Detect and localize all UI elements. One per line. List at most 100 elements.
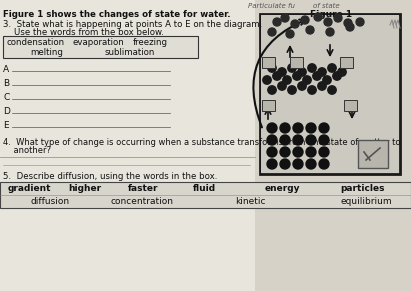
Text: freezing: freezing: [133, 38, 168, 47]
Circle shape: [267, 147, 277, 157]
Circle shape: [293, 72, 301, 80]
Text: melting: melting: [30, 48, 63, 57]
Circle shape: [280, 147, 290, 157]
Text: E: E: [265, 58, 270, 67]
Text: Figure 1 shows the changes of state for water.: Figure 1 shows the changes of state for …: [3, 10, 231, 19]
Circle shape: [319, 159, 329, 169]
Text: 4.  What type of change is occurring when a substance transforms from one state : 4. What type of change is occurring when…: [3, 138, 400, 147]
Text: sublimation: sublimation: [105, 48, 155, 57]
Circle shape: [306, 135, 316, 145]
Text: equilibrium: equilibrium: [340, 197, 392, 206]
Circle shape: [286, 30, 294, 38]
Bar: [290, 57, 303, 68]
Circle shape: [318, 82, 326, 90]
Circle shape: [306, 123, 316, 133]
Circle shape: [319, 123, 329, 133]
Circle shape: [283, 76, 291, 84]
Circle shape: [303, 76, 311, 84]
Circle shape: [288, 86, 296, 94]
Circle shape: [301, 16, 309, 24]
Circle shape: [298, 68, 306, 76]
Text: A: A: [293, 58, 298, 67]
Text: particles: particles: [340, 184, 385, 193]
Circle shape: [263, 76, 271, 84]
Circle shape: [268, 86, 276, 94]
Circle shape: [318, 68, 326, 76]
Circle shape: [346, 23, 354, 31]
Text: higher: higher: [68, 184, 101, 193]
Circle shape: [267, 123, 277, 133]
Circle shape: [308, 86, 316, 94]
Circle shape: [308, 64, 316, 72]
Circle shape: [273, 72, 281, 80]
Circle shape: [334, 14, 342, 22]
Circle shape: [338, 68, 346, 76]
Text: evaporation: evaporation: [72, 38, 124, 47]
Circle shape: [306, 159, 316, 169]
Bar: [260, 14, 400, 174]
Text: D: D: [3, 107, 10, 116]
Circle shape: [281, 14, 289, 22]
Bar: [262, 100, 275, 111]
Circle shape: [268, 28, 276, 36]
Text: C: C: [265, 101, 270, 110]
Circle shape: [278, 68, 286, 76]
Text: Particulate fu        of state: Particulate fu of state: [248, 3, 339, 9]
Text: B: B: [3, 79, 9, 88]
Circle shape: [267, 135, 277, 145]
Text: condensation: condensation: [6, 38, 64, 47]
Text: A: A: [3, 65, 9, 74]
Text: diffusion: diffusion: [30, 197, 69, 206]
Text: 5.  Describe diffusion, using the words in the box.: 5. Describe diffusion, using the words i…: [3, 172, 217, 181]
Circle shape: [333, 72, 341, 80]
Circle shape: [273, 18, 281, 26]
Text: faster: faster: [128, 184, 159, 193]
Circle shape: [293, 147, 303, 157]
Circle shape: [344, 19, 352, 27]
Text: E: E: [3, 121, 9, 130]
Bar: [358, 140, 388, 168]
Circle shape: [278, 82, 286, 90]
Bar: [3, 36, 198, 58]
Circle shape: [280, 159, 290, 169]
Circle shape: [291, 20, 299, 28]
Text: B: B: [342, 58, 349, 67]
Text: D: D: [346, 101, 353, 110]
Circle shape: [328, 64, 336, 72]
Circle shape: [319, 135, 329, 145]
Bar: [0, 182, 411, 208]
Text: Figure 1: Figure 1: [310, 10, 352, 19]
Text: 3.  State what is happening at points A to E on the diagram.: 3. State what is happening at points A t…: [3, 20, 262, 29]
Circle shape: [293, 135, 303, 145]
Bar: [261, 15, 399, 173]
Circle shape: [293, 159, 303, 169]
Bar: [344, 100, 357, 111]
Circle shape: [323, 76, 331, 84]
Circle shape: [288, 64, 296, 72]
Text: Use the words from the box below.: Use the words from the box below.: [3, 28, 164, 37]
Circle shape: [356, 18, 364, 26]
Text: concentration: concentration: [110, 197, 173, 206]
Bar: [0, 0, 255, 291]
Text: fluid: fluid: [193, 184, 216, 193]
Text: energy: energy: [265, 184, 300, 193]
Text: gradient: gradient: [8, 184, 51, 193]
Circle shape: [314, 13, 322, 21]
Bar: [262, 57, 275, 68]
Text: C: C: [3, 93, 9, 102]
Circle shape: [280, 123, 290, 133]
Circle shape: [313, 72, 321, 80]
Circle shape: [326, 28, 334, 36]
Circle shape: [319, 147, 329, 157]
Circle shape: [328, 86, 336, 94]
Circle shape: [324, 18, 332, 26]
Text: another?: another?: [3, 146, 51, 155]
Circle shape: [280, 135, 290, 145]
Circle shape: [298, 82, 306, 90]
Circle shape: [306, 147, 316, 157]
Circle shape: [293, 123, 303, 133]
Bar: [340, 57, 353, 68]
Text: kinetic: kinetic: [235, 197, 266, 206]
Circle shape: [267, 159, 277, 169]
Circle shape: [306, 26, 314, 34]
